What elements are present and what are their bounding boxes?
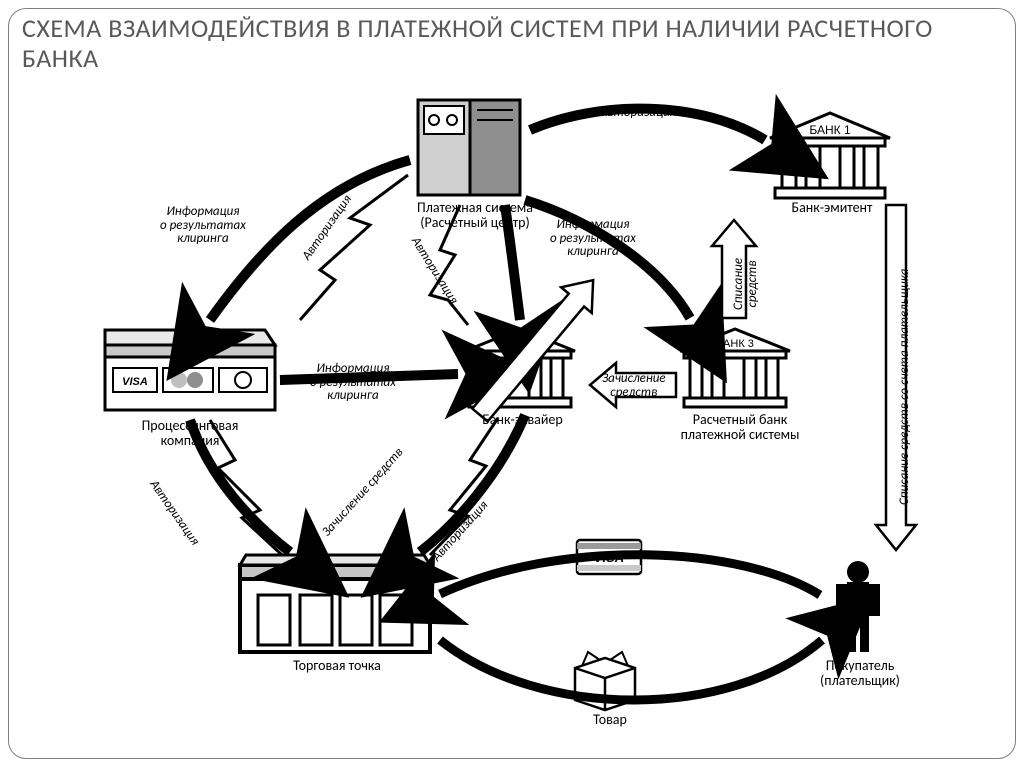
merchant-icon [240,555,430,652]
lbl-cardholder: Покупатель(плательщик) [805,658,915,689]
elbl-5: Информация о результатах клиринга [310,362,396,403]
elbl-0: Авторизация [600,106,676,120]
issuer-bank-icon: БАНК 1 [770,113,890,198]
elbl-1: Информация о результатах клиринга [160,205,246,246]
payment-system-icon [418,100,520,195]
lbl-settlement: Расчетный банкплатежной системы [665,412,815,443]
lbl-goods: Товар [580,712,640,727]
svg-text:VISA: VISA [122,376,148,388]
elbl-7: Списание средств [732,258,759,310]
lbl-merchant: Торговая точка [282,658,392,673]
lbl-payment-system: Платежная система(Расчетный центр) [395,200,555,231]
lbl-acquirer: Банк-эквайер [475,412,570,427]
svg-text:БАНК 3: БАНК 3 [716,338,754,350]
lbl-issuer: Банк-эмитент [782,200,882,215]
diagram-svg: БАНК 1 БАНК 2 БАНК 3 [0,0,1024,767]
processing-icon: VISA [105,330,275,410]
elbl-6: Зачисление средств [602,372,666,399]
diagram-frame: СХЕМА ВЗАИМОДЕЙСТВИЯ В ПЛАТЕЖНОЙ СИСТЕМ … [0,0,1024,767]
elbl-2: Информация о результатах клиринга [550,218,636,259]
lbl-processing: Процессинговаякомпания [125,418,255,449]
settlement-bank-icon: БАНК 3 [680,329,790,407]
bank1-text: БАНК 1 [809,123,851,137]
elbl-11: Списание средств со счета плательщика [898,269,912,505]
cardholder-icon [836,561,880,652]
